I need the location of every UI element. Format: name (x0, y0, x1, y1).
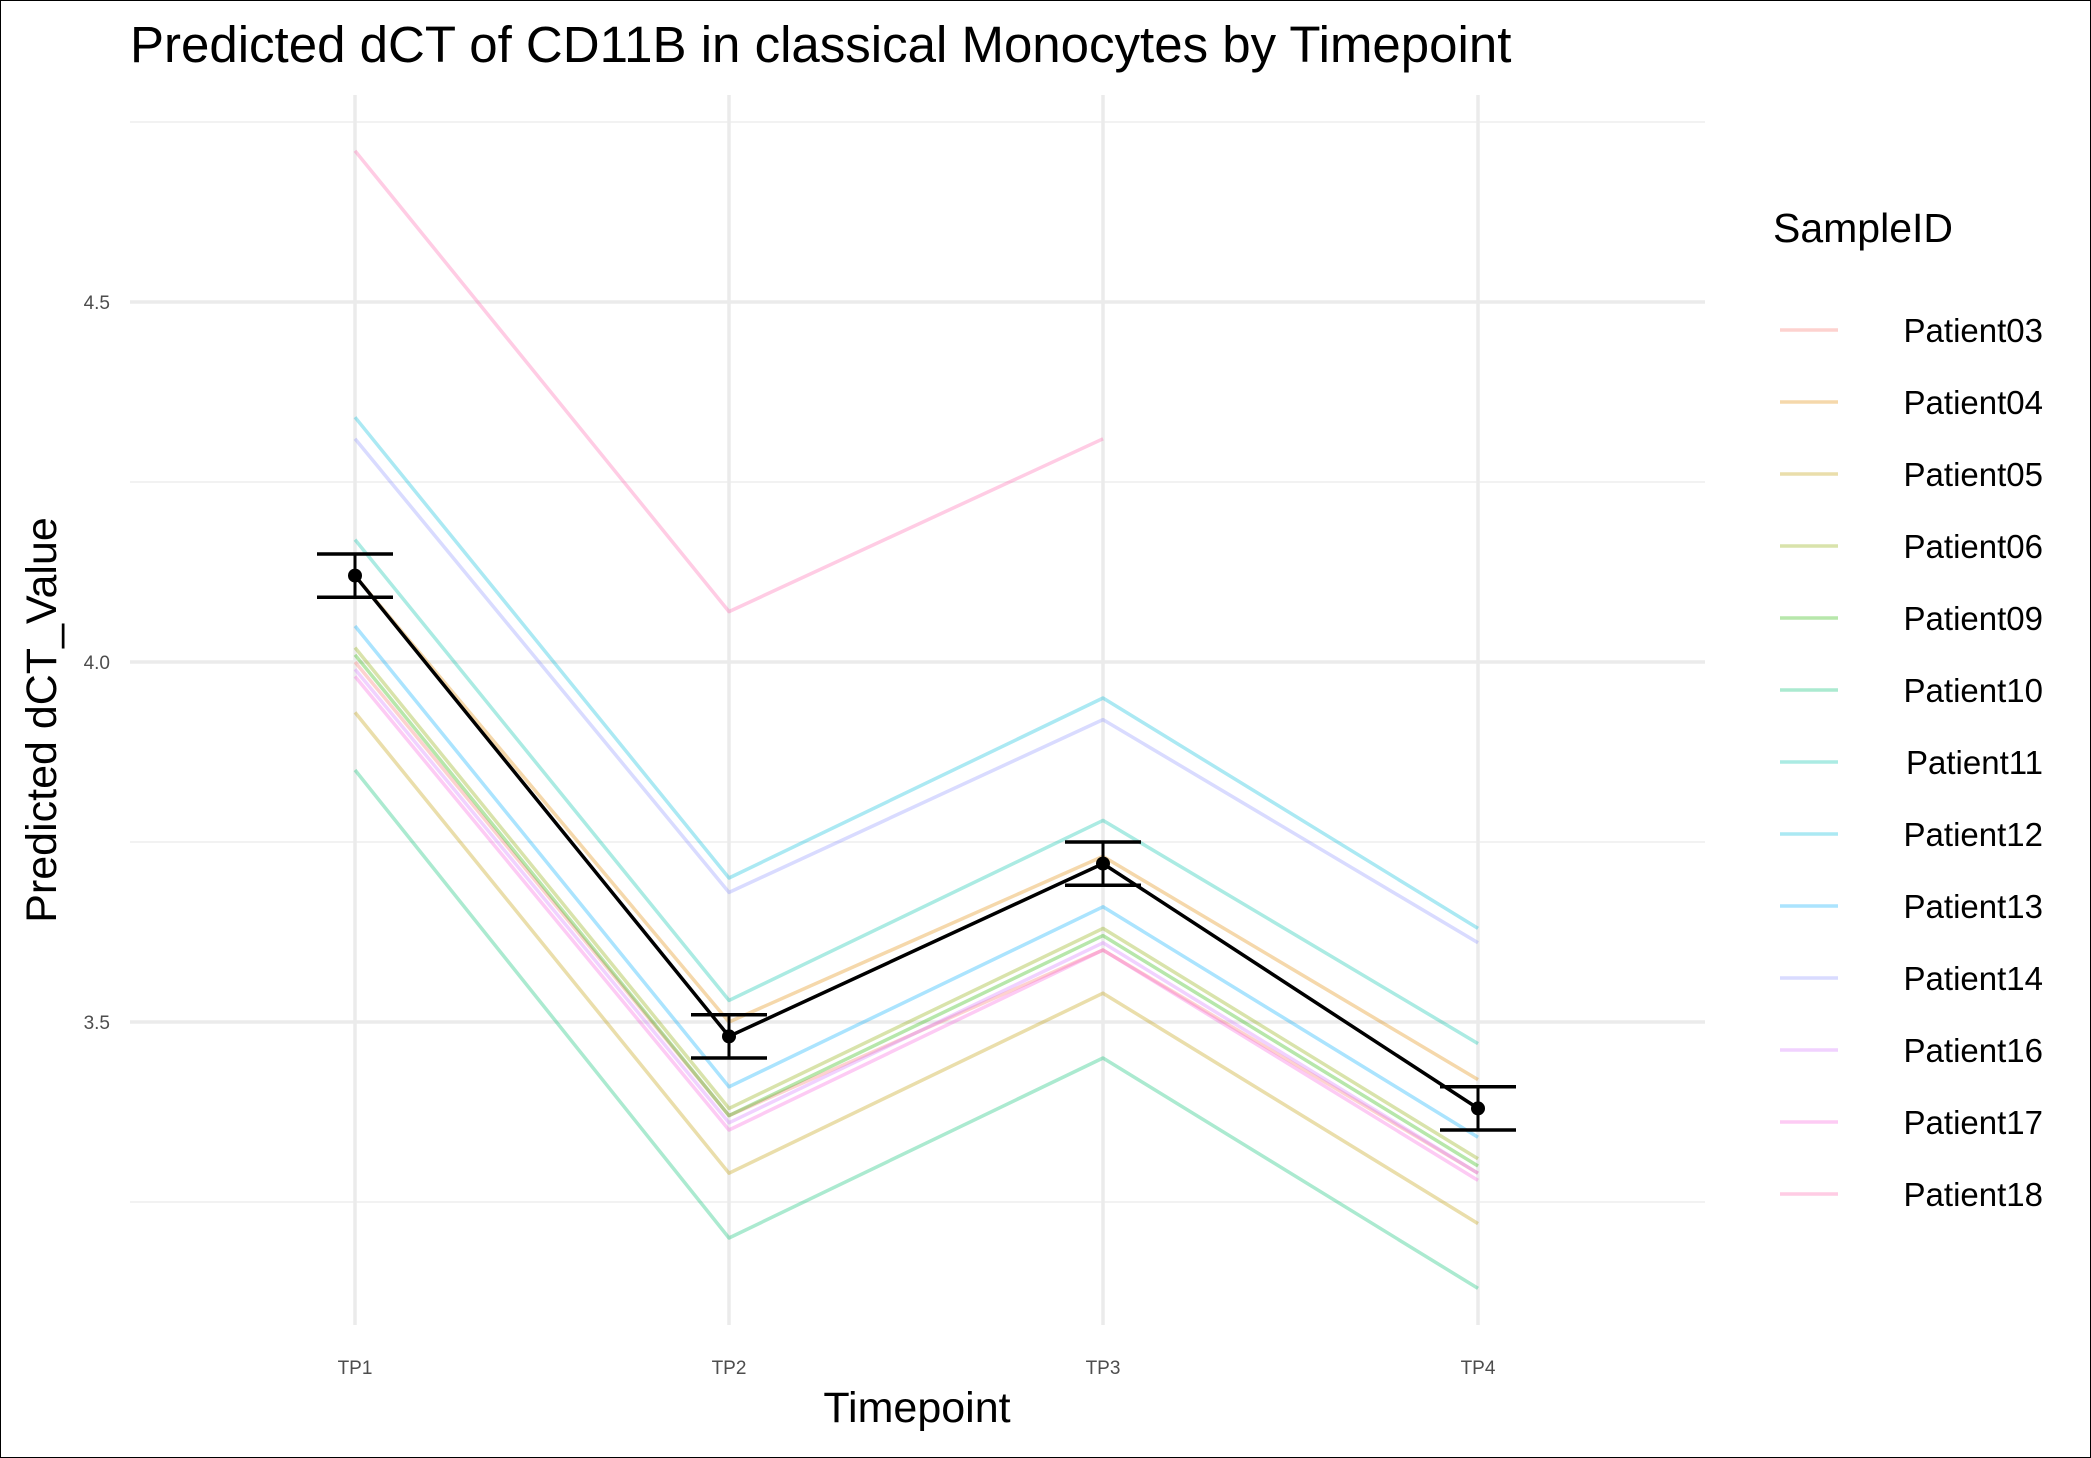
legend-label: Patient03 (1904, 312, 2043, 349)
series-line-patient05 (353, 711, 1479, 1226)
y-axis-title: Predicted dCT_Value (18, 517, 66, 923)
legend-label: Patient14 (1904, 960, 2043, 997)
legend-title: SampleID (1773, 205, 1953, 251)
x-tick-label: TP1 (338, 1358, 373, 1379)
x-tick-label: TP2 (712, 1358, 747, 1379)
patient-series (353, 149, 1479, 1290)
legend-label: Patient13 (1904, 888, 2043, 925)
x-axis-title: Timepoint (823, 1384, 1010, 1432)
legend-label: Patient18 (1904, 1176, 2043, 1213)
legend: SampleID Patient03 Patient04 Patient05 Pati… (1773, 205, 2043, 1213)
series-line-patient14 (353, 437, 1479, 945)
legend-label: Patient05 (1904, 456, 2043, 493)
mean-point (1471, 1101, 1485, 1116)
series-line-patient17 (353, 675, 1479, 1182)
legend-label: Patient09 (1904, 600, 2043, 637)
series-line-patient18 (353, 149, 1104, 614)
legend-label: Patient10 (1904, 672, 2043, 709)
series-line-patient11 (353, 538, 1479, 1046)
legend-label: Patient06 (1904, 528, 2043, 565)
grid-minor (130, 121, 1705, 1203)
grid-major (130, 95, 1705, 1325)
mean-point (722, 1029, 736, 1044)
series-line-patient12 (353, 416, 1479, 930)
x-tick-label: TP4 (1461, 1358, 1496, 1379)
mean-point (1096, 856, 1110, 871)
series-line-patient13 (353, 624, 1479, 1139)
legend-label: Patient16 (1904, 1032, 2043, 1069)
series-line-patient10 (353, 768, 1479, 1290)
series-line-patient16 (353, 668, 1479, 1175)
x-tick-label: TP3 (1086, 1358, 1121, 1379)
mean-point (348, 568, 362, 583)
series-line-patient09 (353, 653, 1479, 1168)
y-tick-label: 4.0 (84, 653, 110, 674)
y-tick-label: 3.5 (84, 1013, 110, 1034)
legend-label: Patient04 (1904, 384, 2043, 421)
legend-label: Patient11 (1906, 744, 2043, 781)
x-tick-labels: TP1 TP2 TP3 TP4 (338, 1358, 1496, 1379)
y-tick-labels: 3.5 4.0 4.5 (84, 293, 110, 1034)
series-line-patient03 (353, 660, 1479, 1175)
chart-title: Predicted dCT of CD11B in classical Mono… (130, 16, 1511, 73)
y-tick-label: 4.5 (84, 293, 110, 314)
mean-series (317, 552, 1516, 1132)
series-line-patient04 (353, 574, 1479, 1082)
legend-label: Patient12 (1904, 816, 2043, 853)
legend-label: Patient17 (1904, 1104, 2043, 1141)
series-line-patient06 (353, 646, 1479, 1161)
mean-line (353, 574, 1479, 1110)
